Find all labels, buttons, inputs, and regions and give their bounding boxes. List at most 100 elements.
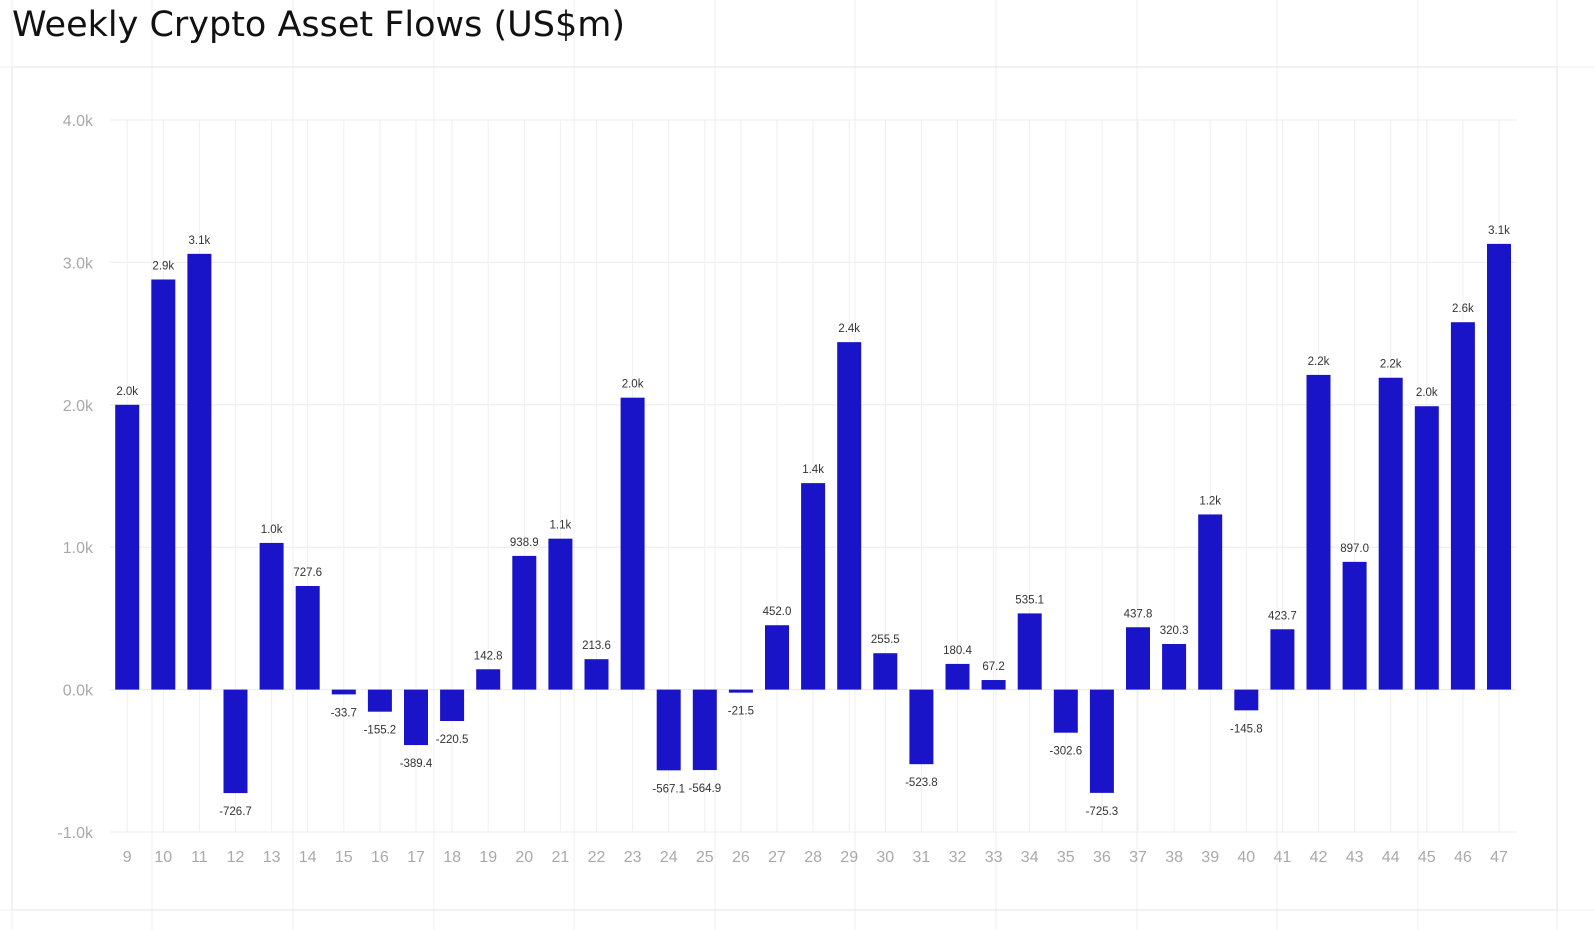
- chart-title: Weekly Crypto Asset Flows (US$m): [12, 5, 625, 45]
- bar: [1053, 689, 1078, 733]
- x-tick-label: 31: [913, 849, 931, 866]
- bar: [1162, 643, 1187, 690]
- bar-value-label: -145.8: [1230, 723, 1263, 735]
- bar: [404, 689, 428, 746]
- x-tick-label: 12: [227, 849, 245, 866]
- x-tick-label: 20: [515, 849, 533, 866]
- bar: [1198, 514, 1223, 690]
- bar-value-label: 2.2k: [1308, 356, 1330, 368]
- bar-value-label: 1.0k: [261, 524, 283, 536]
- x-tick-label: 34: [1021, 849, 1039, 866]
- bar: [1126, 627, 1150, 690]
- bar: [1378, 377, 1403, 690]
- bar-value-label: 423.7: [1268, 610, 1297, 622]
- plot-frame: [11, 66, 1558, 911]
- bar: [548, 538, 573, 690]
- x-tick-label: 39: [1201, 849, 1219, 866]
- x-tick-label: 17: [407, 849, 425, 866]
- bar-value-label: -389.4: [400, 758, 433, 770]
- bar-value-label: 1.2k: [1199, 495, 1221, 507]
- y-tick-label: 4.0k: [63, 113, 94, 130]
- bar: [331, 689, 356, 695]
- bar: [1089, 689, 1114, 793]
- bar-value-label: 1.4k: [802, 464, 824, 476]
- bar-value-label: -564.9: [688, 783, 721, 795]
- x-tick-label: 41: [1274, 849, 1292, 866]
- bar-value-label: 213.6: [582, 640, 611, 652]
- bar-value-label: 2.0k: [622, 379, 644, 391]
- bar-value-label: 2.9k: [152, 260, 174, 272]
- x-tick-label: 30: [876, 849, 894, 866]
- bar-value-label: 3.1k: [189, 235, 211, 247]
- x-tick-label: 22: [588, 849, 606, 866]
- bar-value-label: 2.2k: [1380, 359, 1402, 371]
- bar-value-label: 452.0: [763, 606, 792, 618]
- bar-value-label: 2.0k: [1416, 387, 1438, 399]
- bar: [981, 680, 1006, 690]
- bar-value-label: 3.1k: [1488, 225, 1510, 237]
- x-tick-label: 38: [1165, 849, 1183, 866]
- bar-value-label: -21.5: [728, 706, 754, 718]
- y-axis: -1.0k 0.0k 1.0k 2.0k 3.0k 4.0k: [57, 113, 94, 842]
- bar-value-label: 897.0: [1340, 543, 1369, 555]
- x-tick-label: 26: [732, 849, 750, 866]
- bar-series: [115, 243, 1511, 794]
- x-tick-label: 46: [1454, 849, 1472, 866]
- x-tick-label: 19: [479, 849, 497, 866]
- x-tick-label: 23: [624, 849, 642, 866]
- bar: [909, 689, 934, 765]
- data-labels: 2.0k 2.9k 3.1k -726.7 1.0k 727.6 -33.7 -155.2 -3…: [116, 225, 1510, 818]
- bar-value-label: 320.3: [1160, 625, 1189, 637]
- y-tick-label: 3.0k: [63, 255, 94, 272]
- x-tick-label: 33: [985, 849, 1003, 866]
- bar: [187, 253, 212, 690]
- bar-value-label: -523.8: [905, 777, 938, 789]
- bar-value-label: 2.6k: [1452, 303, 1474, 315]
- bar: [1450, 322, 1475, 690]
- x-tick-label: 44: [1382, 849, 1400, 866]
- bar-value-label: -302.6: [1049, 746, 1082, 758]
- bar-value-label: 142.8: [474, 650, 503, 662]
- x-tick-label: 27: [768, 849, 786, 866]
- bar: [1017, 613, 1042, 690]
- bar: [1414, 406, 1439, 690]
- bar: [656, 689, 681, 771]
- x-tick-label: 40: [1237, 849, 1255, 866]
- x-tick-label: 24: [660, 849, 678, 866]
- bar: [1234, 689, 1259, 711]
- bar: [151, 279, 176, 690]
- bar-value-label: 2.4k: [838, 323, 860, 335]
- bar: [1306, 374, 1331, 690]
- bar: [367, 689, 392, 712]
- bar: [620, 397, 645, 690]
- bar-value-label: -567.1: [652, 783, 685, 795]
- x-tick-label: 13: [263, 849, 281, 866]
- bar-value-label: 938.9: [510, 537, 539, 549]
- bar: [801, 483, 826, 690]
- bar: [945, 663, 970, 690]
- bar-value-label: 67.2: [982, 661, 1004, 673]
- bar: [223, 689, 248, 794]
- bar-value-label: -155.2: [364, 725, 397, 737]
- bar-value-label: 1.1k: [550, 520, 572, 532]
- bar: [584, 659, 609, 690]
- x-tick-label: 45: [1418, 849, 1436, 866]
- y-tick-label: -1.0k: [57, 825, 94, 842]
- x-tick-label: 15: [335, 849, 353, 866]
- bar: [1270, 629, 1295, 690]
- x-tick-label: 25: [696, 849, 714, 866]
- bar: [728, 689, 753, 693]
- y-tick-label: 0.0k: [63, 683, 94, 700]
- bar: [512, 555, 537, 690]
- x-tick-label: 47: [1490, 849, 1508, 866]
- bar: [873, 653, 898, 690]
- bar-value-label: -220.5: [436, 734, 469, 746]
- x-tick-label: 28: [804, 849, 822, 866]
- bar: [692, 689, 717, 771]
- y-tick-label: 2.0k: [63, 398, 94, 415]
- x-tick-label: 16: [371, 849, 389, 866]
- bar-value-label: -33.7: [331, 707, 357, 719]
- x-tick-label: 10: [154, 849, 172, 866]
- x-tick-label: 32: [949, 849, 967, 866]
- bar-value-label: 727.6: [293, 567, 322, 579]
